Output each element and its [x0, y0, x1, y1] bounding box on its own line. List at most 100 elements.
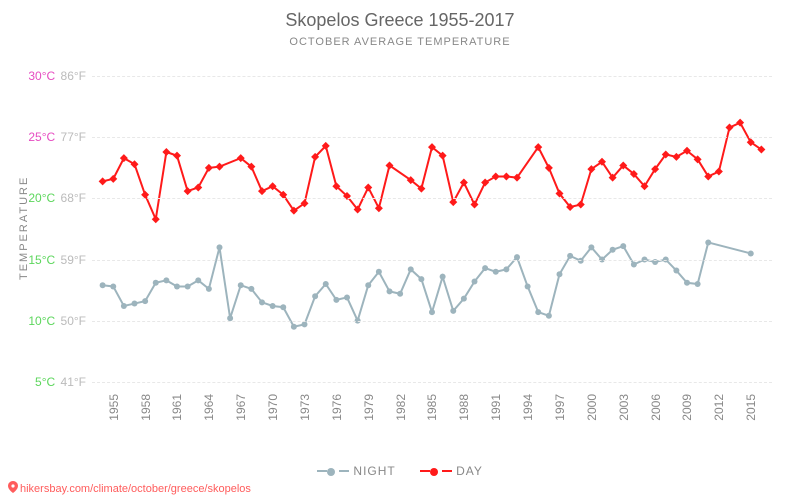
series-marker — [110, 283, 116, 289]
series-marker — [152, 215, 160, 223]
x-tick-label: 1970 — [262, 394, 280, 421]
x-tick-label: 1964 — [198, 394, 216, 421]
series-marker — [365, 282, 371, 288]
series-marker — [216, 163, 224, 171]
series-marker — [184, 187, 192, 195]
series-marker — [567, 253, 573, 259]
series-marker — [461, 296, 467, 302]
y-tick-label: 15°C 59°F — [28, 253, 92, 267]
series-marker — [440, 274, 446, 280]
series-marker — [588, 244, 594, 250]
series-marker — [312, 293, 318, 299]
series-marker — [142, 298, 148, 304]
series-marker — [131, 160, 139, 168]
series-marker — [99, 177, 107, 185]
series-marker — [450, 308, 456, 314]
series-marker — [472, 279, 478, 285]
gridline — [92, 76, 772, 77]
series-marker — [248, 286, 254, 292]
series-marker — [577, 201, 585, 209]
series-marker — [153, 280, 159, 286]
map-pin-icon — [8, 481, 18, 496]
chart-container: Skopelos Greece 1955-2017 OCTOBER AVERAG… — [0, 0, 800, 500]
series-marker — [344, 294, 350, 300]
series-marker — [100, 282, 106, 288]
series-marker — [376, 269, 382, 275]
series-marker — [302, 321, 308, 327]
series-marker — [258, 187, 266, 195]
series-marker — [620, 243, 626, 249]
x-tick-label: 1955 — [103, 394, 121, 421]
legend-item: DAY — [420, 464, 483, 478]
series-marker — [205, 164, 213, 172]
series-marker — [163, 277, 169, 283]
x-tick-label: 1961 — [166, 394, 184, 421]
y-tick-label: 20°C 68°F — [28, 191, 92, 205]
x-tick-label: 1985 — [421, 394, 439, 421]
x-tick-label: 2012 — [708, 394, 726, 421]
series-marker — [492, 172, 500, 180]
plot-area: 5°C 41°F10°C 50°F15°C 59°F20°C 68°F25°C … — [92, 64, 772, 394]
gridline — [92, 198, 772, 199]
series-marker — [610, 247, 616, 253]
series-marker — [493, 269, 499, 275]
series-marker — [259, 299, 265, 305]
legend: NIGHT DAY — [0, 464, 800, 478]
chart-title: Skopelos Greece 1955-2017 — [0, 10, 800, 31]
series-marker — [736, 119, 744, 127]
series-line — [103, 242, 751, 326]
gridline — [92, 137, 772, 138]
series-marker — [185, 283, 191, 289]
x-tick-label: 1958 — [135, 394, 153, 421]
source-link[interactable]: hikersbay.com/climate/october/greece/sko… — [8, 481, 251, 496]
series-marker — [481, 179, 489, 187]
series-marker — [408, 266, 414, 272]
chart-subtitle: OCTOBER AVERAGE TEMPERATURE — [0, 36, 800, 48]
series-marker — [525, 283, 531, 289]
series-marker — [460, 179, 468, 187]
x-tick-label: 2015 — [740, 394, 758, 421]
source-link-text: hikersbay.com/climate/october/greece/sko… — [20, 483, 251, 495]
series-marker — [429, 309, 435, 315]
series-marker — [684, 280, 690, 286]
series-marker — [705, 239, 711, 245]
series-marker — [364, 183, 372, 191]
series-marker — [206, 286, 212, 292]
series-marker — [121, 303, 127, 309]
chart-svg — [92, 64, 772, 394]
series-marker — [387, 288, 393, 294]
legend-item: NIGHT — [317, 464, 396, 478]
gridline — [92, 382, 772, 383]
series-marker — [162, 148, 170, 156]
x-tick-label: 2009 — [676, 394, 694, 421]
series-marker — [323, 281, 329, 287]
series-marker — [726, 124, 734, 132]
series-marker — [132, 301, 138, 307]
series-marker — [174, 283, 180, 289]
gridline — [92, 260, 772, 261]
x-tick-label: 1988 — [453, 394, 471, 421]
series-marker — [631, 261, 637, 267]
series-marker — [545, 164, 553, 172]
series-marker — [482, 265, 488, 271]
series-marker — [557, 271, 563, 277]
x-tick-label: 1982 — [390, 394, 408, 421]
series-marker — [270, 303, 276, 309]
series-marker — [291, 324, 297, 330]
x-tick-label: 1973 — [294, 394, 312, 421]
series-marker — [748, 250, 754, 256]
series-marker — [502, 172, 510, 180]
x-tick-label: 1967 — [230, 394, 248, 421]
series-marker — [238, 282, 244, 288]
y-tick-label: 10°C 50°F — [28, 314, 92, 328]
x-tick-label: 2000 — [581, 394, 599, 421]
series-marker — [397, 291, 403, 297]
y-tick-label: 30°C 86°F — [28, 69, 92, 83]
series-marker — [173, 152, 181, 160]
series-marker — [333, 297, 339, 303]
series-marker — [672, 153, 680, 161]
x-tick-label: 2006 — [645, 394, 663, 421]
series-marker — [375, 204, 383, 212]
series-marker — [194, 183, 202, 191]
y-tick-label: 25°C 77°F — [28, 130, 92, 144]
